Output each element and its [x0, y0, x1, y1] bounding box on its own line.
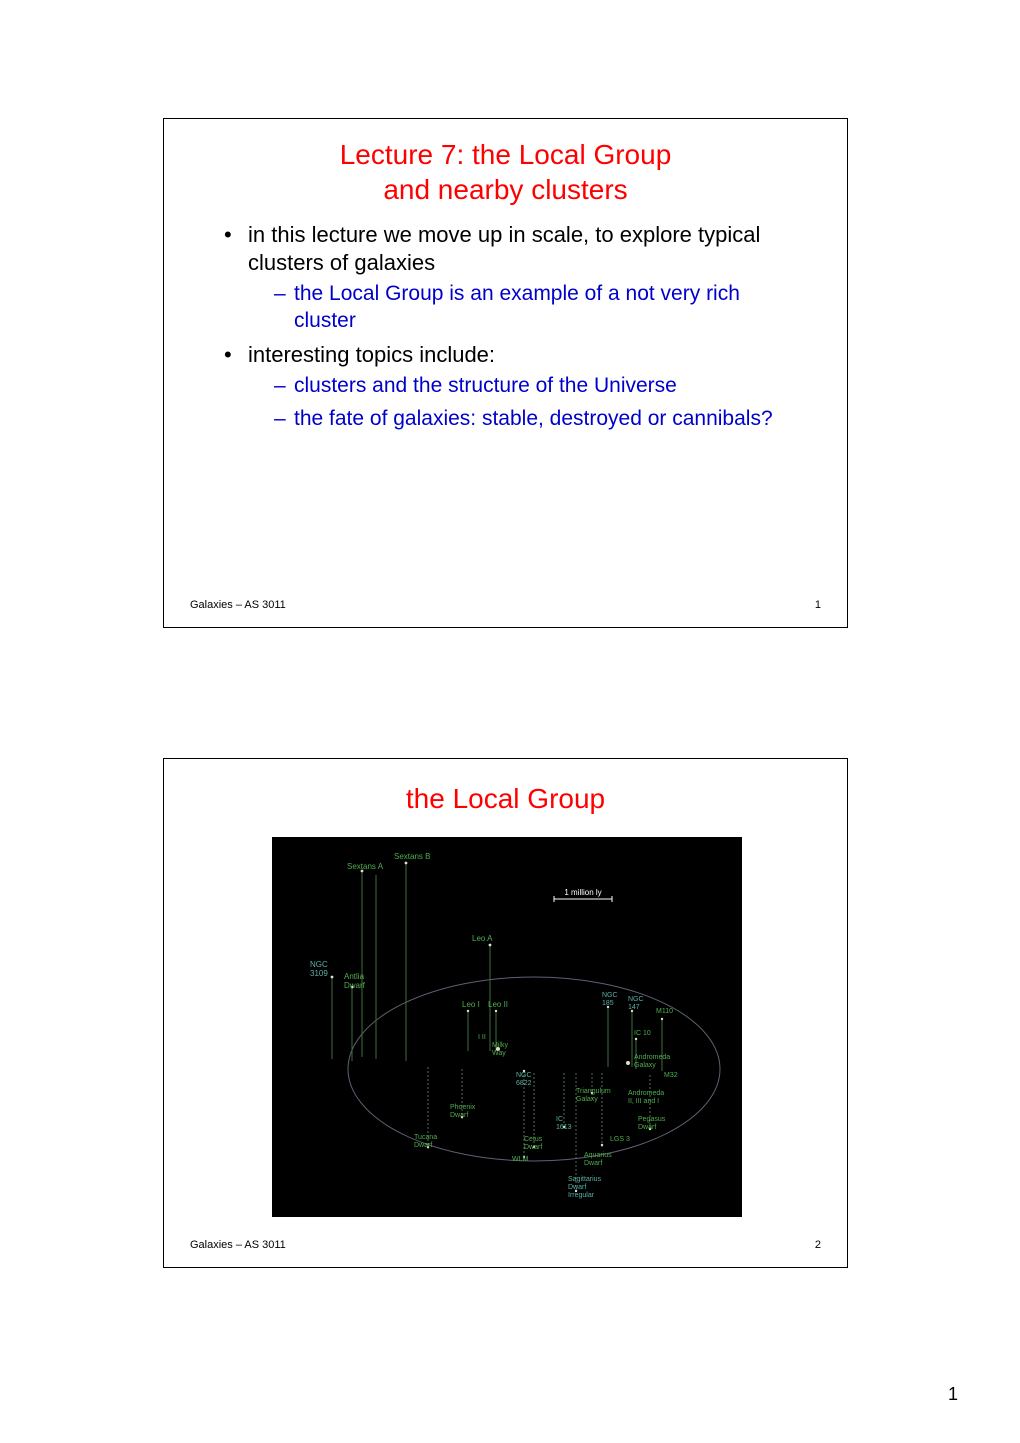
page-number: 1 [948, 1384, 958, 1405]
label-ngc-147: NGC [628, 996, 644, 1003]
label-triangulum: Triangulum [576, 1088, 611, 1095]
label-ngc-3109: NGC [310, 960, 328, 969]
label-m110: M110 [656, 1008, 673, 1015]
slide-1: Lecture 7: the Local Group and nearby cl… [163, 118, 848, 628]
label-phoenix: Phoenix [450, 1104, 476, 1111]
label-wlm: WLM [512, 1156, 529, 1163]
label-ngc-3109: 3109 [310, 969, 328, 978]
slide1-title-line2: and nearby clusters [383, 174, 627, 205]
slide1-title-line1: Lecture 7: the Local Group [340, 139, 672, 170]
label-sextans-a: Sextans A [347, 862, 384, 871]
label-triangulum: Galaxy [576, 1096, 598, 1103]
label-cetus: Dwarf [524, 1144, 542, 1151]
slide1-number: 1 [815, 599, 821, 611]
label-ngc-185: NGC [602, 992, 618, 999]
svg-text:1 million ly: 1 million ly [564, 888, 601, 897]
slide1-body: in this lecture we move up in scale, to … [164, 221, 847, 433]
label-leo-a: Leo A [472, 934, 493, 943]
label-and-i-ii-iii: II, III and I [628, 1098, 659, 1105]
label-milky-way: Way [492, 1050, 506, 1057]
label-ngc-6822: 6822 [516, 1080, 532, 1087]
label-ic-1613: 1613 [556, 1124, 572, 1131]
slide2-number: 2 [815, 1239, 821, 1251]
label-tucana: Dwarf [414, 1142, 432, 1149]
slide1-point-2-text: interesting topics include: [248, 342, 495, 367]
label-ngc-185: 185 [602, 1000, 614, 1007]
label-ngc-6822: NGC [516, 1072, 532, 1079]
slide1-point-1-text: in this lecture we move up in scale, to … [248, 222, 760, 275]
slide-2: the Local Group 1 million ly Sextans A Sex… [163, 758, 848, 1268]
slide1-point-2-sub-1: clusters and the structure of the Univer… [274, 373, 803, 400]
label-antlia: Dwarf [344, 981, 366, 990]
label-cetus: Cetus [524, 1136, 543, 1143]
slide1-title: Lecture 7: the Local Group and nearby cl… [164, 137, 847, 207]
slide1-footer: Galaxies – AS 3011 [190, 599, 286, 611]
slide1-point-1-sub-1: the Local Group is an example of a not v… [274, 281, 803, 335]
label-leo-ii: Leo II [488, 1000, 508, 1009]
label-lgs-3: LGS 3 [610, 1136, 630, 1143]
label-andromeda: Galaxy [634, 1062, 656, 1069]
label-tucana: Tucana [414, 1134, 437, 1141]
label-milky-way: Milky [492, 1042, 508, 1049]
slide2-footer: Galaxies – AS 3011 [190, 1239, 286, 1251]
label-sextans-b: Sextans B [394, 852, 430, 861]
label-aquarius: Aquarius [584, 1152, 612, 1159]
label-phoenix: Dwarf [450, 1112, 468, 1119]
label-andromeda: Andromeda [634, 1054, 670, 1061]
slide1-point-2-sub-2: the fate of galaxies: stable, destroyed … [274, 406, 803, 433]
slide1-point-2: interesting topics include: clusters and… [224, 341, 803, 433]
label-sagittarius: Dwarf [568, 1184, 586, 1191]
label-leo-i: Leo I [462, 1000, 480, 1009]
label-ngc-147: 147 [628, 1004, 640, 1011]
label-ic-10: IC 10 [634, 1030, 651, 1037]
local-group-svg: 1 million lySextans ASextans BLeo ANGC31… [272, 837, 742, 1217]
label-aquarius: Dwarf [584, 1160, 602, 1167]
label-pegasus: Pegasus [638, 1116, 666, 1123]
label-ic-1613: IC [556, 1116, 563, 1123]
label-m32: M32 [664, 1072, 678, 1079]
local-group-diagram: 1 million lySextans ASextans BLeo ANGC31… [272, 837, 742, 1217]
label-antlia: Antlia [344, 972, 365, 981]
label-lmc-smc: I II [478, 1034, 486, 1041]
label-pegasus: Dwarf [638, 1124, 656, 1131]
slide1-point-1: in this lecture we move up in scale, to … [224, 221, 803, 335]
label-and-i-ii-iii: Andromeda [628, 1090, 664, 1097]
slide2-title: the Local Group [164, 781, 847, 816]
label-sagittarius: Sagittarius [568, 1176, 602, 1183]
label-sagittarius: Irregular [568, 1192, 595, 1199]
